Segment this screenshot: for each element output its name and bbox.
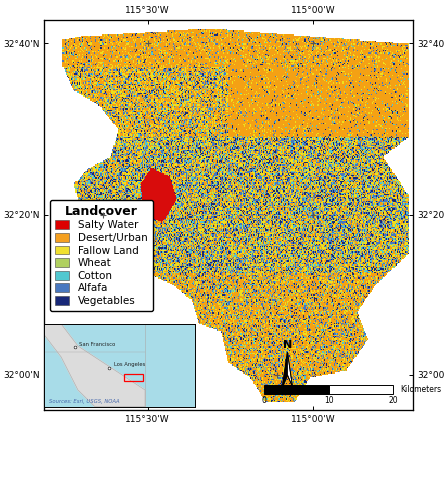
Bar	[329, 384, 393, 394]
Text: Los Angeles: Los Angeles	[114, 362, 145, 367]
Polygon shape	[287, 352, 293, 387]
Text: N: N	[283, 340, 292, 350]
Polygon shape	[44, 324, 145, 406]
Bar	[264, 384, 329, 394]
Polygon shape	[282, 352, 287, 387]
Bar	[124, 374, 143, 380]
Polygon shape	[120, 379, 145, 406]
Text: 0: 0	[262, 396, 266, 405]
Legend: Salty Water, Desert/Urban, Fallow Land, Wheat, Cotton, Alfafa, Vegetables: Salty Water, Desert/Urban, Fallow Land, …	[50, 200, 153, 311]
Text: Sources: Esri, USGS, NOAA: Sources: Esri, USGS, NOAA	[49, 399, 119, 404]
Text: 10: 10	[324, 396, 333, 405]
Text: Kilometers: Kilometers	[400, 385, 441, 394]
Text: San Francisco: San Francisco	[79, 342, 115, 346]
Text: 20: 20	[388, 396, 398, 405]
